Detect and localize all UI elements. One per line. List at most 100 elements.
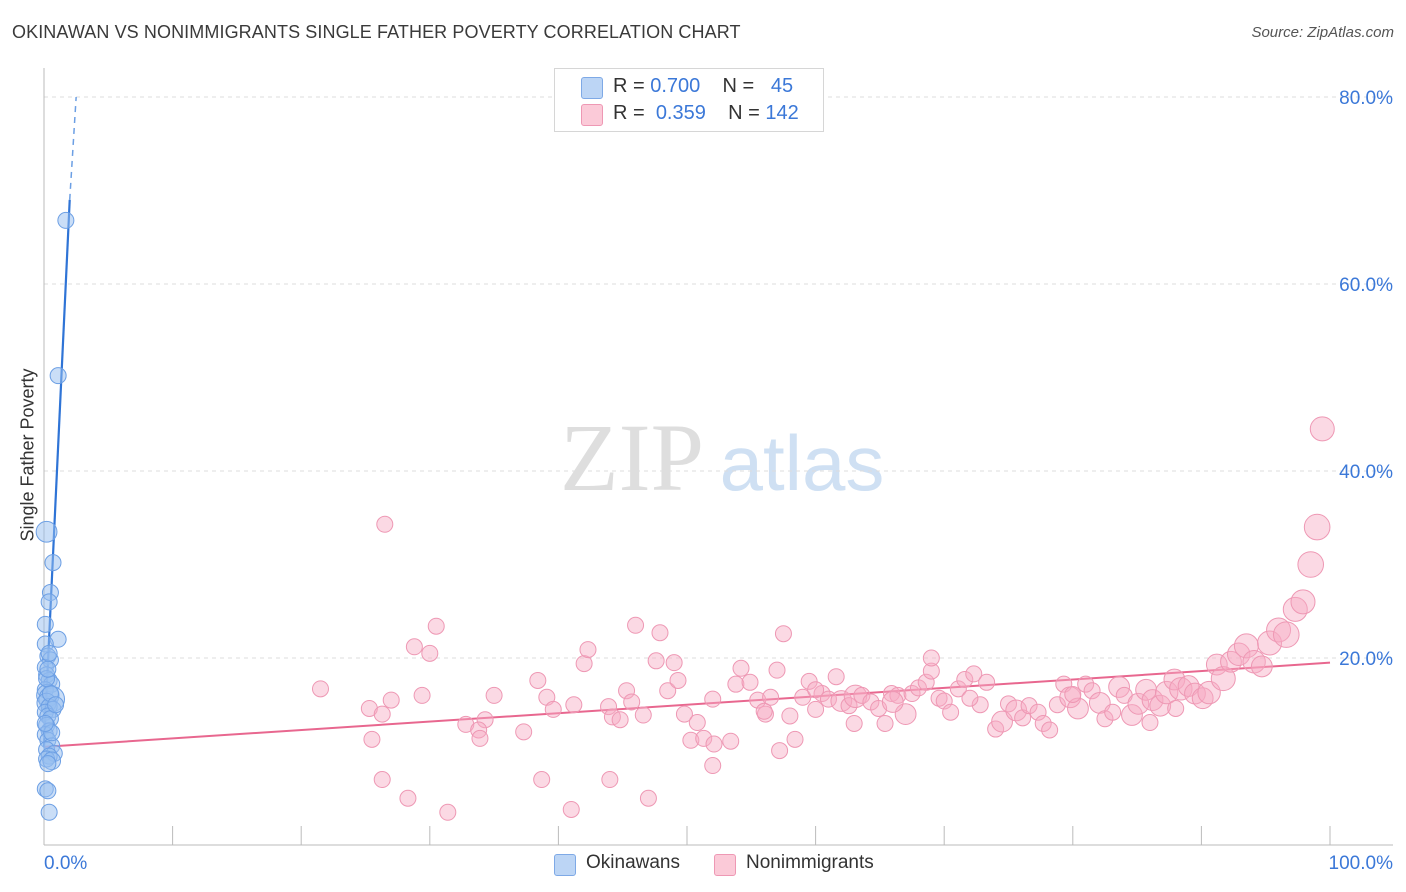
nonimmigrants-point	[682, 731, 700, 749]
legend-r-label: R =	[613, 75, 651, 97]
nonimmigrants-point	[917, 673, 935, 691]
axes	[43, 68, 1393, 846]
okinawans-point	[57, 211, 75, 229]
legend-n-value: 142	[765, 102, 799, 124]
nonimmigrants-point	[827, 668, 845, 686]
okinawans-trend-extension	[68, 96, 77, 200]
y-tick-label: 40.0%	[1339, 462, 1393, 483]
legend-r-value: 0.359	[655, 102, 706, 124]
nonimmigrants-point	[1226, 642, 1251, 666]
nonimmigrants-point	[665, 654, 683, 672]
nonimmigrants-point	[476, 711, 494, 729]
nonimmigrants-point	[1233, 633, 1259, 659]
nonimmigrants-point	[722, 732, 740, 750]
nonimmigrants-point	[471, 729, 489, 747]
nonimmigrants-point	[373, 771, 391, 789]
legend-n-label: N =	[728, 102, 766, 124]
legend-swatch-okinawans	[581, 77, 603, 99]
nonimmigrants-point	[965, 665, 983, 683]
nonimmigrants-point	[876, 714, 894, 732]
nonimmigrants-point	[1282, 596, 1308, 622]
nonimmigrants-point	[807, 681, 825, 699]
nonimmigrants-point	[1169, 677, 1193, 701]
nonimmigrants-point	[565, 696, 583, 714]
nonimmigrants-point	[705, 735, 723, 753]
nonimmigrants-point	[669, 671, 687, 689]
nonimmigrants-point	[611, 711, 629, 729]
nonimmigrants-point	[732, 659, 750, 677]
nonimmigrants-point	[1303, 513, 1331, 541]
nonimmigrants-point	[439, 803, 457, 821]
nonimmigrants-point	[413, 686, 431, 704]
nonimmigrants-point	[768, 661, 786, 679]
nonimmigrants-point	[922, 649, 940, 667]
nonimmigrants-point	[405, 638, 423, 656]
nonimmigrants-point	[1077, 675, 1095, 693]
series-legend: Okinawans Nonimmigrants	[0, 850, 1406, 880]
okinawans-point	[40, 803, 58, 821]
source-label: Source: ZipAtlas.com	[1251, 24, 1394, 41]
nonimmigrants-point	[1127, 692, 1150, 715]
x-tick-label: 0.0%	[44, 853, 87, 874]
watermark-zip: ZIP	[560, 404, 704, 511]
nonimmigrants-point	[1034, 714, 1052, 732]
nonimmigrants-point	[807, 700, 825, 718]
legend-swatch-nonimmigrants	[714, 854, 736, 876]
nonimmigrants-point	[1167, 699, 1185, 717]
legend-label-okinawans: Okinawans	[586, 852, 680, 873]
nonimmigrants-point	[1210, 666, 1236, 692]
okinawans-point	[47, 696, 65, 714]
nonimmigrants-point	[786, 730, 804, 748]
nonimmigrants-point	[659, 682, 677, 700]
nonimmigrants-point	[618, 682, 636, 700]
okinawans-point	[39, 782, 57, 800]
okinawans-point	[36, 714, 54, 732]
nonimmigrants-point	[311, 680, 329, 698]
nonimmigrants-point	[961, 689, 979, 707]
nonimmigrants-point	[1257, 630, 1283, 656]
nonimmigrants-point	[544, 700, 562, 718]
nonimmigrants-point	[1020, 697, 1038, 715]
legend-swatch-nonimmigrants	[581, 104, 603, 126]
legend-r-label: R =	[613, 102, 651, 124]
nonimmigrants-point	[762, 688, 780, 706]
okinawans-point	[36, 615, 54, 633]
nonimmigrants-point	[1205, 653, 1228, 676]
nonimmigrants-point	[575, 655, 593, 673]
nonimmigrants-point	[533, 771, 551, 789]
nonimmigrants-point	[1272, 621, 1300, 648]
nonimmigrants-point	[1048, 696, 1066, 714]
correlation-legend: R = 0.700 N = 45 R = 0.359 N = 142	[554, 68, 824, 132]
nonimmigrants-point	[651, 624, 669, 642]
nonimmigrants-point	[1083, 682, 1101, 700]
okinawans-point	[40, 593, 58, 611]
nonimmigrants-point	[515, 723, 533, 741]
nonimmigrants-point	[1177, 675, 1200, 697]
nonimmigrants-point	[562, 800, 580, 818]
nonimmigrants-point	[695, 729, 713, 747]
data-points	[35, 211, 1335, 821]
okinawans-point	[35, 520, 58, 543]
nonimmigrants-point	[774, 625, 792, 643]
nonimmigrants-point	[956, 671, 974, 689]
nonimmigrants-point	[843, 684, 868, 709]
nonimmigrants-point	[845, 714, 863, 732]
legend-label-nonimmigrants: Nonimmigrants	[746, 852, 874, 873]
nonimmigrants-point	[1067, 697, 1089, 720]
nonimmigrants-point	[470, 721, 488, 739]
nonimmigrants-point	[704, 757, 722, 775]
nonimmigrants-point	[1135, 678, 1158, 701]
nonimmigrants-point	[794, 688, 812, 706]
nonimmigrants-point	[647, 652, 665, 670]
nonimmigrants-point	[601, 771, 619, 789]
legend-n-label: N =	[722, 75, 760, 97]
nonimmigrants-point	[675, 705, 693, 723]
nonimmigrants-point	[579, 641, 597, 659]
legend-r-value: 0.700	[650, 75, 701, 97]
okinawans-point	[44, 554, 62, 572]
nonimmigrants-point	[1266, 617, 1292, 643]
chart-title: OKINAWAN VS NONIMMIGRANTS SINGLE FATHER …	[12, 22, 741, 42]
nonimmigrants-point	[529, 671, 547, 689]
nonimmigrants-point	[930, 689, 948, 707]
